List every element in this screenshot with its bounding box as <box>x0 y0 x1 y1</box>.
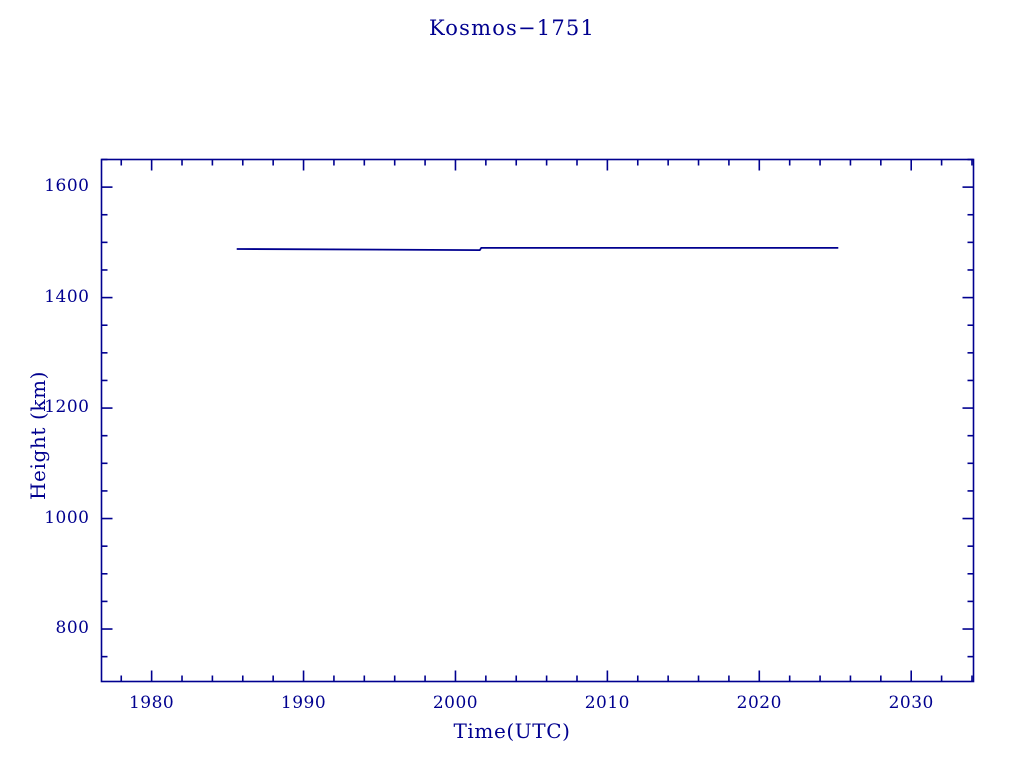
x-tick-label: 2030 <box>888 692 934 713</box>
x-axis-title: Time(UTC) <box>453 719 571 743</box>
x-tick-label: 1980 <box>128 692 175 713</box>
y-tick-label: 1600 <box>44 176 90 197</box>
y-tick-label: 1200 <box>44 397 90 418</box>
plot-frame <box>100 158 975 683</box>
x-tick-label: 2010 <box>584 692 630 713</box>
y-tick-label: 1000 <box>44 507 90 528</box>
y-tick-label: 800 <box>55 618 90 639</box>
x-tick-label: 2000 <box>432 692 479 713</box>
y-tick-label: 1400 <box>44 286 90 307</box>
x-tick-label: 2020 <box>736 692 782 713</box>
chart-title: Kosmos−1751 <box>428 16 596 40</box>
x-tick-label: 1990 <box>280 692 327 713</box>
data-line-0 <box>236 246 839 251</box>
